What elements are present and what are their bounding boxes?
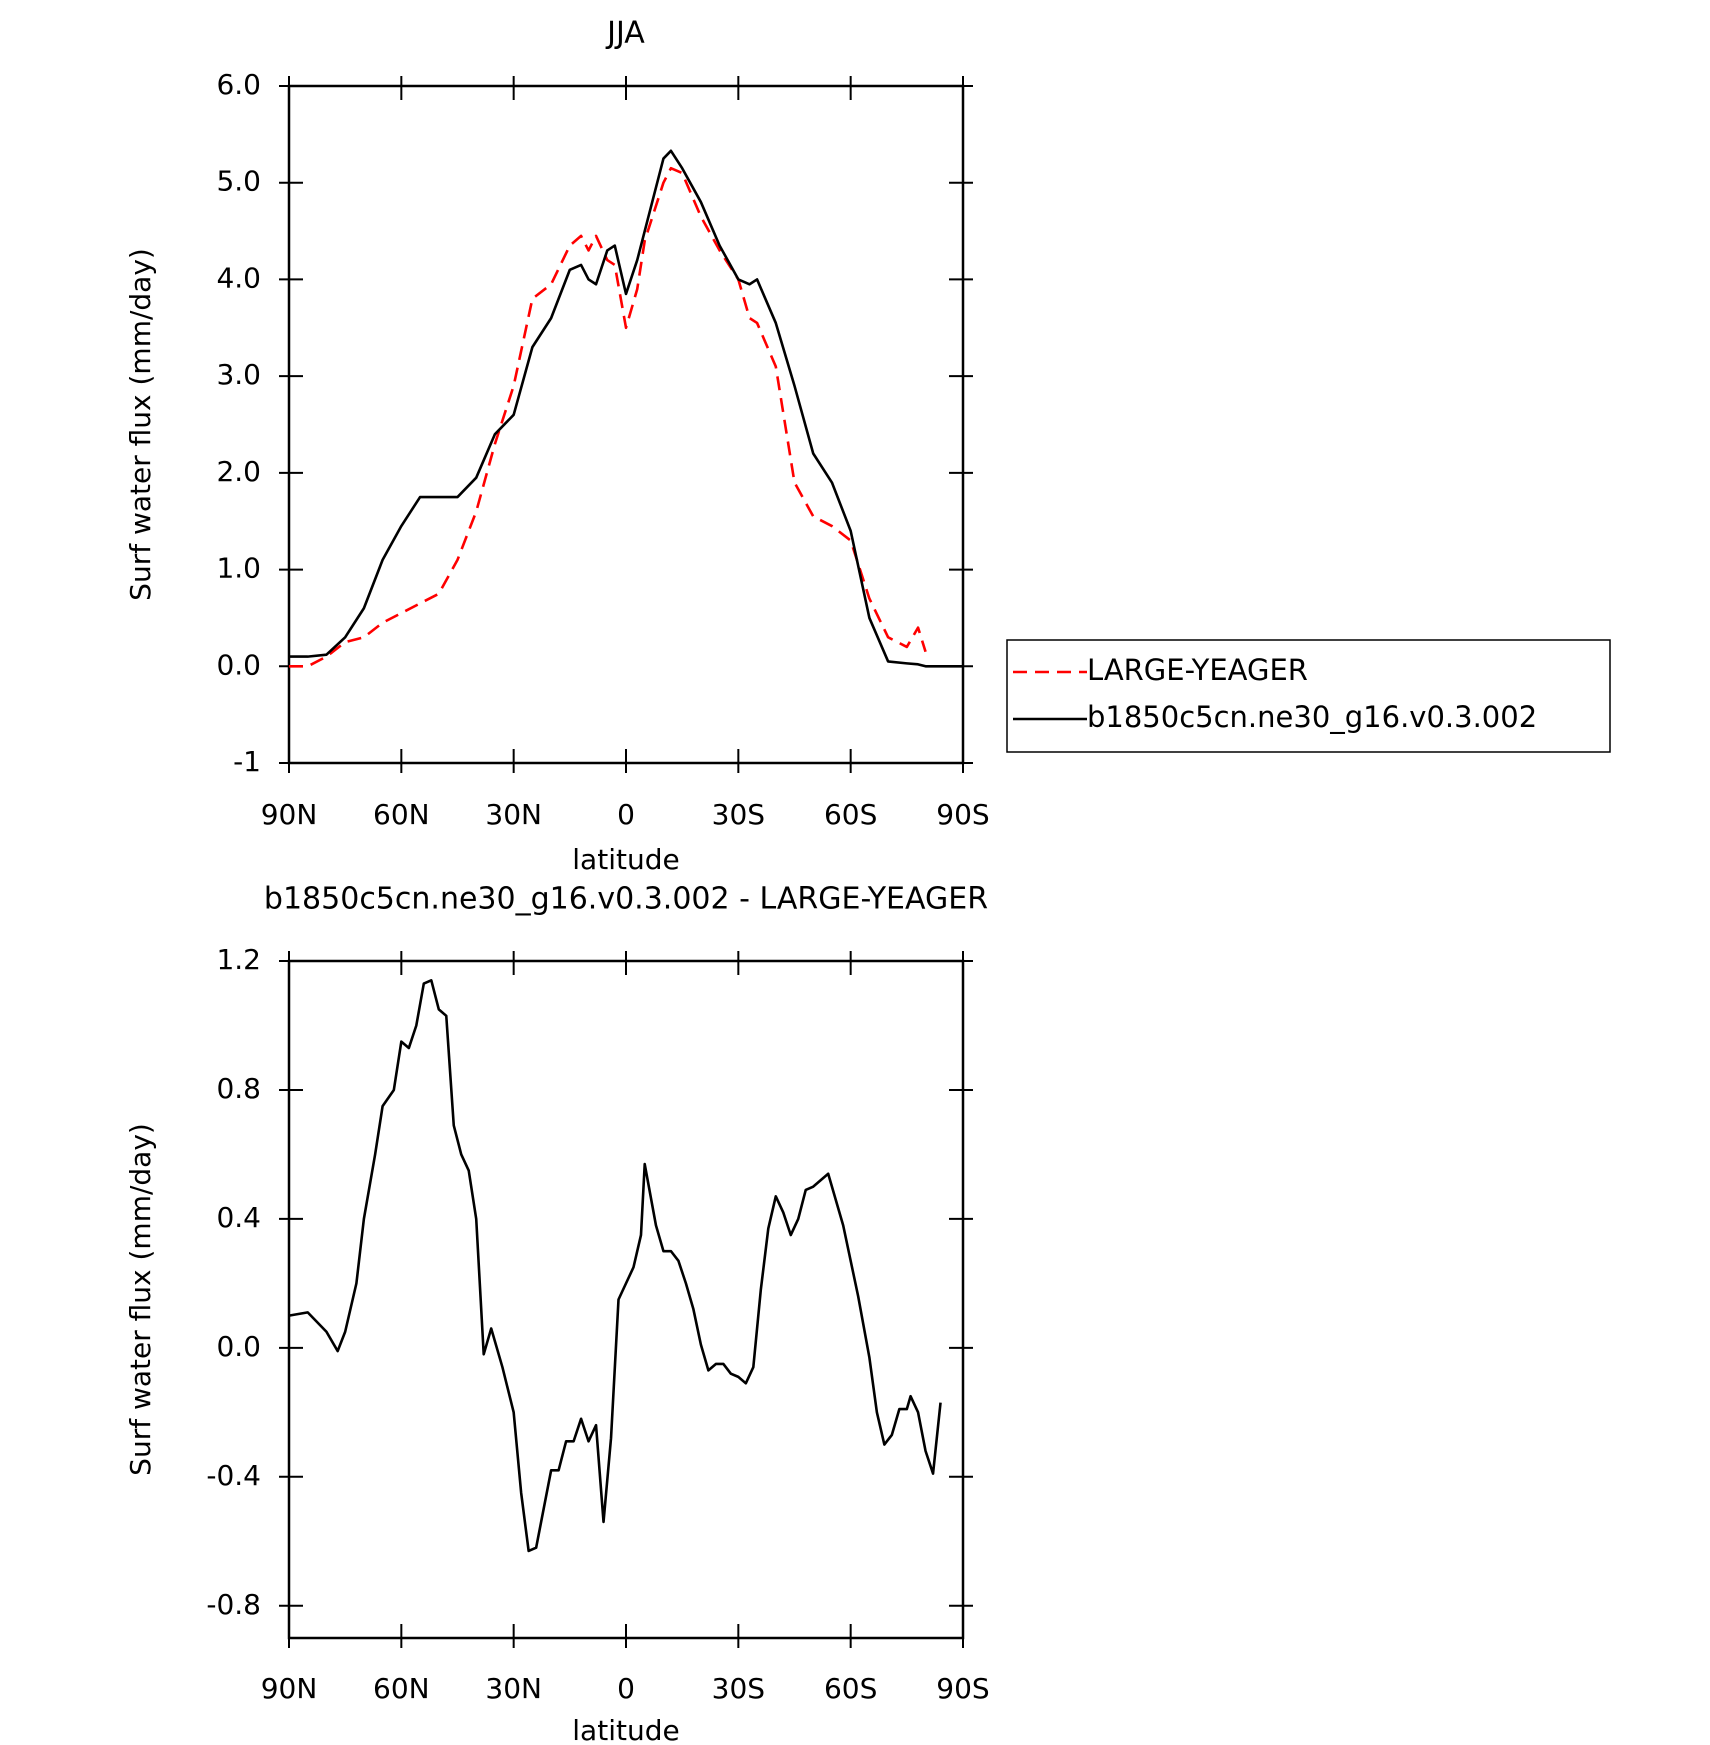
chart-title: JJA <box>605 16 645 51</box>
y-tick-label: 1.0 <box>216 552 261 585</box>
chart-title: b1850c5cn.ne30_g16.v0.3.002 - LARGE-YEAG… <box>264 882 988 917</box>
y-axis-label: Surf water flux (mm/day) <box>124 1123 157 1476</box>
x-tick-label: 0 <box>617 1672 635 1705</box>
x-tick-label: 90N <box>261 798 318 831</box>
x-tick-label: 90S <box>936 1672 989 1705</box>
y-axis-label: Surf water flux (mm/day) <box>124 248 157 601</box>
x-tick-label: 60N <box>373 1672 430 1705</box>
x-tick-label: 30S <box>712 1672 765 1705</box>
legend-label: LARGE-YEAGER <box>1087 653 1308 687</box>
x-axis-label: latitude <box>572 1714 679 1745</box>
y-tick-label: -0.8 <box>206 1588 261 1621</box>
y-tick-label: 0.0 <box>216 1330 261 1363</box>
x-tick-label: 60S <box>824 1672 877 1705</box>
y-tick-label: 4.0 <box>216 261 261 294</box>
data-line <box>289 166 927 668</box>
y-tick-label: 0.8 <box>216 1072 261 1105</box>
x-tick-label: 0 <box>617 798 635 831</box>
x-tick-label: 60N <box>373 798 430 831</box>
data-line <box>289 149 963 668</box>
y-tick-label: 1.2 <box>216 943 261 976</box>
y-tick-label: 0.0 <box>216 648 261 681</box>
x-tick-label: 30S <box>712 798 765 831</box>
legend-box <box>1006 639 1611 753</box>
y-tick-label: -0.4 <box>206 1459 261 1492</box>
y-tick-label: 6.0 <box>216 68 261 101</box>
x-axis-label: latitude <box>572 843 679 876</box>
plot-frame <box>287 84 965 765</box>
x-tick-label: 30N <box>485 798 542 831</box>
legend-label: b1850c5cn.ne30_g16.v0.3.002 <box>1087 700 1537 734</box>
y-tick-label: 2.0 <box>216 455 261 488</box>
y-tick-label: 3.0 <box>216 358 261 391</box>
y-tick-label: 0.4 <box>216 1201 261 1234</box>
data-line <box>288 979 942 1553</box>
y-tick-label: -1 <box>233 745 261 778</box>
plot-frame <box>287 959 965 1640</box>
x-tick-label: 60S <box>824 798 877 831</box>
y-tick-label: 5.0 <box>216 165 261 198</box>
x-tick-label: 90S <box>936 798 989 831</box>
x-tick-label: 30N <box>485 1672 542 1705</box>
x-tick-label: 90N <box>261 1672 318 1705</box>
